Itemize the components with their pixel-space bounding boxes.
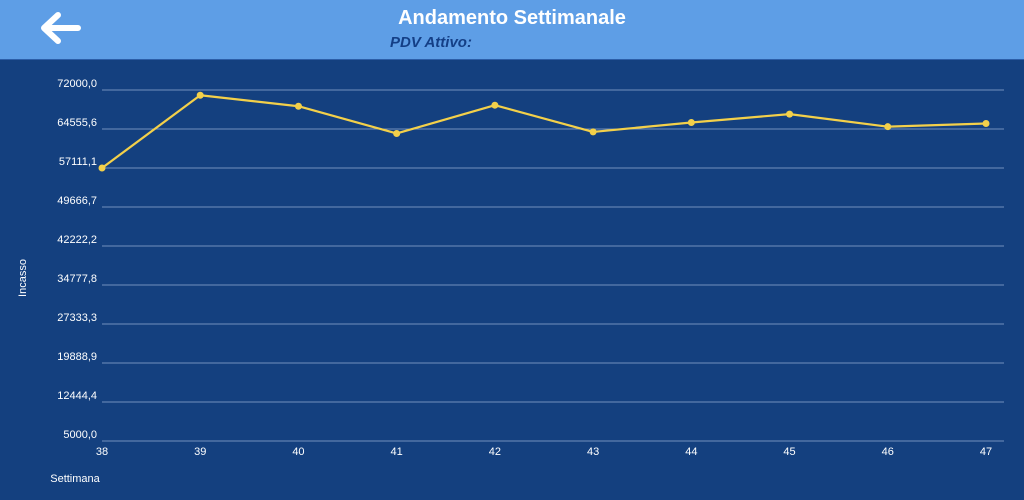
series-line [101,94,987,169]
x-axis-label: Settimana [50,473,100,485]
series [98,91,990,172]
y-tick-label: 49666,7 [57,195,97,207]
data-point [786,110,794,118]
x-tick-label: 43 [587,446,599,458]
y-tick-label: 64555,6 [57,117,97,129]
data-point [393,129,401,137]
x-tick-label: 44 [685,446,697,458]
x-tick-label: 39 [194,446,206,458]
x-tick-labels: 38 39 40 41 42 43 44 45 46 47 [96,446,992,458]
data-point [294,102,302,110]
y-tick-label: 42222,2 [57,234,97,246]
x-tick-label: 42 [489,446,501,458]
y-axis-label: Incasso [17,259,29,297]
data-point [98,164,106,172]
data-point [884,123,892,131]
grid-lines [102,89,1004,442]
x-tick-label: 46 [882,446,894,458]
page-title: Andamento Settimanale [398,7,626,29]
data-point [589,128,597,136]
y-tick-label: 57111,1 [59,156,97,168]
y-tick-label: 19888,9 [57,351,97,363]
y-tick-labels: 5000,0 12444,4 19888,9 27333,3 34777,8 42222,… [57,78,97,441]
data-point [687,118,695,126]
x-tick-label: 38 [96,446,108,458]
arrow-left-icon [41,12,81,44]
data-point [196,91,204,99]
x-tick-label: 40 [292,446,304,458]
y-tick-label: 12444,4 [57,390,97,402]
x-tick-label: 41 [391,446,403,458]
data-point [491,101,499,109]
active-pdv-label: PDV Attivo: [390,34,472,51]
back-button[interactable] [36,10,84,46]
y-tick-label: 27333,3 [57,312,97,324]
data-point [982,120,990,128]
y-tick-label: 72000,0 [57,78,97,90]
header-bar: Andamento Settimanale PDV Attivo: [0,0,1024,60]
y-tick-label: 34777,8 [57,273,97,285]
y-tick-label: 5000,0 [63,429,97,441]
x-tick-label: 47 [980,446,992,458]
x-tick-label: 45 [783,446,795,458]
